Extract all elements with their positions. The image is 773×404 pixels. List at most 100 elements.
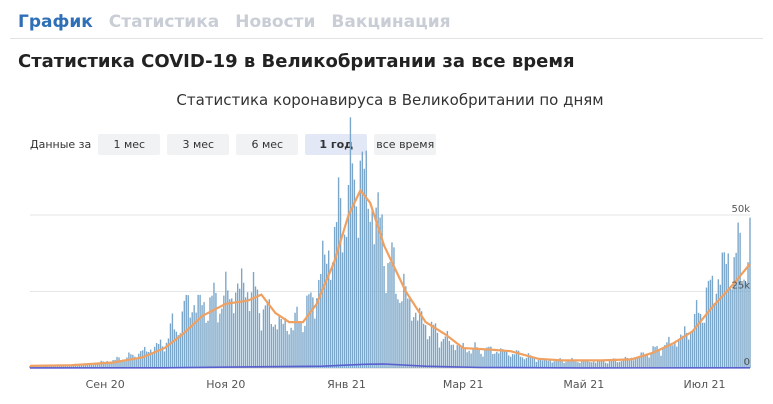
daily-cases-bar (80, 365, 83, 368)
daily-cases-bar (434, 323, 437, 368)
daily-cases-bar (472, 347, 474, 368)
daily-cases-bar (294, 312, 296, 368)
daily-cases-bar (197, 294, 199, 368)
daily-cases-bar (466, 352, 468, 368)
daily-cases-bar (569, 359, 571, 368)
daily-cases-bar (163, 351, 166, 368)
daily-cases-bar (515, 350, 518, 368)
daily-cases-bar (395, 293, 397, 368)
daily-cases-bar (539, 359, 542, 368)
daily-cases-bar (474, 342, 476, 368)
daily-cases-bar (282, 323, 284, 368)
daily-cases-bar (175, 331, 178, 368)
daily-cases-bar (246, 292, 249, 368)
daily-cases-bar (94, 364, 96, 368)
daily-cases-bar (179, 333, 182, 368)
range-all-time-button[interactable]: все время (374, 134, 437, 155)
daily-cases-bar (678, 338, 680, 368)
daily-cases-bar (268, 299, 271, 368)
daily-cases-bar (343, 234, 346, 368)
daily-cases-bar (743, 279, 745, 368)
daily-cases-bar (383, 266, 385, 368)
daily-cases-bar (563, 363, 565, 368)
daily-cases-bar (713, 303, 716, 368)
daily-cases-bar (551, 362, 553, 368)
daily-cases-bar (244, 297, 247, 368)
range-3-months-button[interactable]: 3 мес (167, 134, 230, 155)
daily-cases-bar (326, 263, 328, 368)
daily-cases-bar (308, 294, 310, 368)
y-axis-ticks: 0 25k 50k (731, 204, 750, 368)
daily-cases-bar (555, 359, 557, 368)
daily-cases-bar (689, 332, 692, 368)
range-6-months-button[interactable]: 6 мес (236, 134, 299, 155)
daily-cases-bar (264, 305, 267, 368)
range-1-year-button[interactable]: 1 год (305, 134, 368, 155)
daily-cases-bar (136, 359, 138, 368)
daily-cases-bar (488, 346, 490, 368)
daily-cases-bar (448, 340, 451, 368)
daily-cases-bar (697, 312, 700, 368)
daily-cases-bar (227, 290, 229, 368)
daily-cases-bar (205, 322, 207, 368)
tab-chart[interactable]: График (18, 12, 93, 32)
tab-vaccination[interactable]: Вакцинация (331, 12, 451, 32)
daily-cases-bar (183, 300, 185, 368)
daily-cases-bar (430, 321, 433, 368)
daily-cases-bar (420, 311, 423, 368)
daily-cases-bar (749, 217, 751, 368)
daily-cases-bar (104, 361, 106, 368)
daily-cases-bar (284, 317, 286, 368)
daily-cases-bar (496, 351, 498, 368)
daily-cases-bar (626, 357, 629, 368)
daily-cases-bar (664, 344, 666, 368)
daily-cases-bar (320, 273, 322, 368)
range-1-month-button[interactable]: 1 мес (98, 134, 161, 155)
daily-cases-bar (519, 356, 522, 368)
daily-cases-bar (670, 343, 672, 368)
daily-cases-bar (369, 221, 371, 368)
daily-cases-bar (108, 362, 110, 368)
daily-cases-bar (82, 365, 85, 368)
daily-cases-bar (634, 358, 636, 368)
daily-cases-bar (622, 360, 625, 368)
daily-cases-bar (589, 361, 591, 368)
daily-cases-bar (492, 354, 494, 368)
daily-cases-bar (177, 335, 180, 368)
daily-cases-bar (666, 342, 668, 368)
daily-cases-bar (565, 361, 567, 368)
daily-cases-bar (426, 339, 429, 368)
daily-cases-bar (169, 323, 172, 368)
daily-cases-bar (337, 177, 340, 368)
tab-statistics[interactable]: Статистика (108, 12, 220, 32)
daily-cases-bar (709, 279, 712, 368)
daily-cases-bar (537, 360, 540, 368)
daily-cases-bar (668, 336, 670, 368)
daily-cases-bar (361, 151, 363, 368)
daily-cases-bar (379, 217, 381, 368)
daily-cases-bar (122, 359, 124, 368)
daily-cases-bar (223, 295, 225, 368)
daily-cases-bar (502, 349, 504, 368)
daily-cases-bar (134, 356, 136, 368)
daily-cases-bar (721, 252, 723, 368)
daily-cases-bar (296, 306, 298, 368)
daily-cases-bar (153, 346, 156, 368)
daily-cases-bar (331, 262, 334, 368)
daily-cases-bar (729, 287, 731, 368)
daily-cases-bar (658, 349, 660, 368)
daily-cases-bar (509, 356, 512, 368)
chart-title: Статистика коронавируса в Великобритании… (176, 91, 604, 109)
daily-cases-bar (138, 353, 140, 368)
tab-news[interactable]: Новости (235, 12, 316, 32)
daily-cases-bar (608, 360, 611, 368)
daily-cases-bar (399, 302, 401, 368)
daily-cases-bar (695, 300, 698, 368)
daily-cases-bar (393, 247, 395, 368)
daily-cases-bar (375, 207, 377, 368)
y-tick-label: 25k (731, 281, 750, 292)
daily-cases-bar (195, 312, 197, 368)
daily-cases-bar (84, 363, 87, 368)
daily-cases-bar (411, 320, 413, 368)
daily-cases-bar (363, 168, 365, 368)
